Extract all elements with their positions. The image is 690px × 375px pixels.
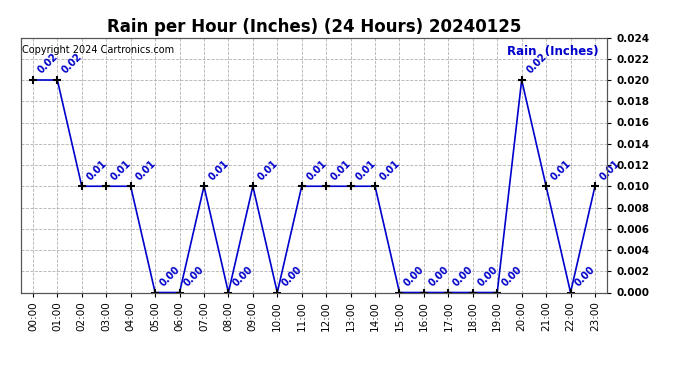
Text: Rain  (Inches): Rain (Inches) [506, 45, 598, 58]
Text: 0.01: 0.01 [85, 158, 108, 182]
Text: 0.02: 0.02 [36, 52, 60, 76]
Text: Copyright 2024 Cartronics.com: Copyright 2024 Cartronics.com [22, 45, 174, 55]
Text: 0.01: 0.01 [304, 158, 328, 182]
Text: 0.01: 0.01 [353, 158, 377, 182]
Text: 0.00: 0.00 [573, 264, 598, 288]
Text: 0.01: 0.01 [329, 158, 353, 182]
Text: 0.01: 0.01 [378, 158, 402, 182]
Text: 0.01: 0.01 [255, 158, 279, 182]
Text: 0.00: 0.00 [402, 264, 426, 288]
Text: 0.00: 0.00 [451, 264, 475, 288]
Text: 0.00: 0.00 [280, 264, 304, 288]
Text: 0.01: 0.01 [133, 158, 157, 182]
Text: 0.00: 0.00 [500, 264, 524, 288]
Text: 0.01: 0.01 [549, 158, 573, 182]
Text: 0.00: 0.00 [475, 264, 500, 288]
Text: 0.00: 0.00 [182, 264, 206, 288]
Text: 0.01: 0.01 [109, 158, 133, 182]
Text: 0.02: 0.02 [60, 52, 84, 76]
Text: 0.02: 0.02 [524, 52, 549, 76]
Text: 0.00: 0.00 [426, 264, 451, 288]
Text: 0.00: 0.00 [158, 264, 182, 288]
Text: 0.01: 0.01 [207, 158, 230, 182]
Text: 0.01: 0.01 [598, 158, 622, 182]
Title: Rain per Hour (Inches) (24 Hours) 20240125: Rain per Hour (Inches) (24 Hours) 202401… [107, 18, 521, 36]
Text: 0.00: 0.00 [231, 264, 255, 288]
